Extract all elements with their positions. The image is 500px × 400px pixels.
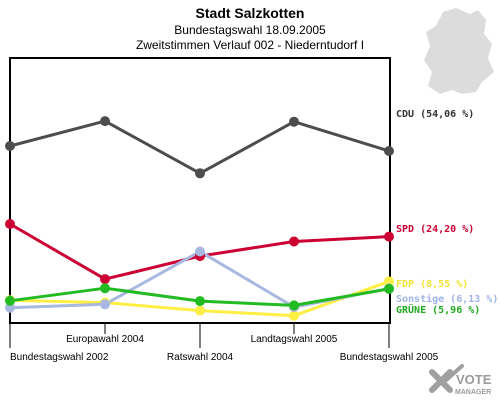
data-point-grüne <box>289 300 299 311</box>
x-tick-label: Bundestagswahl 2005 <box>340 352 439 363</box>
data-point-cdu <box>289 116 299 127</box>
data-point-spd <box>5 219 15 229</box>
vote-manager-logo: VOTE MANAGER <box>429 364 492 396</box>
checkmark-icon <box>429 364 464 393</box>
data-point-fdp <box>289 310 299 321</box>
data-point-spd <box>289 236 299 247</box>
series-label-spd: SPD (24,20 %) <box>396 224 474 235</box>
series-lines <box>9 119 390 318</box>
data-point-grüne <box>384 283 394 294</box>
data-point-grüne <box>100 283 110 294</box>
x-tick-label: Landtagswahl 2005 <box>251 334 338 345</box>
data-point-sonstige <box>5 302 15 313</box>
data-point-spd <box>100 274 110 285</box>
germany-map-icon <box>424 8 494 94</box>
logo-manager: MANAGER <box>455 389 491 396</box>
series-label-fdp: FDP (8,55 %) <box>396 279 468 290</box>
chart-subtitle-district: Zweitstimmen Verlauf 002 - Niederntudorf… <box>136 38 364 52</box>
series-line-cdu <box>9 119 390 175</box>
data-point-cdu <box>384 146 394 156</box>
x-tick-label: Ratswahl 2004 <box>167 352 234 363</box>
data-point-fdp <box>195 305 205 316</box>
series-label-grüne: GRÜNE (5,96 %) <box>396 302 480 316</box>
chart-title: Stadt Salzkotten <box>196 5 305 21</box>
data-point-sonstige <box>195 246 205 257</box>
x-tick-label: Europawahl 2004 <box>66 334 144 345</box>
data-point-sonstige <box>100 299 110 310</box>
series-label-sonstige: Sonstige (6,13 %) <box>396 293 498 305</box>
data-point-grüne <box>5 295 15 306</box>
data-point-grüne <box>195 296 205 307</box>
plot-frame <box>9 57 391 324</box>
data-point-cdu <box>100 116 110 127</box>
series-points <box>5 116 394 321</box>
x-axis: Bundestagswahl 2002 Europawahl 2004 Ratswa… <box>9 323 439 363</box>
logo-vote: VOTE <box>456 372 492 387</box>
data-point-fdp <box>384 276 394 287</box>
x-tick-label: Bundestagswahl 2002 <box>10 352 109 363</box>
chart-subtitle-date: Bundestagswahl 18.09.2005 <box>174 23 326 37</box>
data-point-spd <box>384 231 394 242</box>
series-label-cdu: CDU (54,06 %) <box>396 109 474 120</box>
data-point-cdu <box>5 141 15 151</box>
series-labels: CDU (54,06 %) SPD (24,20 %) FDP (8,55 %) So… <box>396 109 498 316</box>
data-point-cdu <box>195 168 205 179</box>
